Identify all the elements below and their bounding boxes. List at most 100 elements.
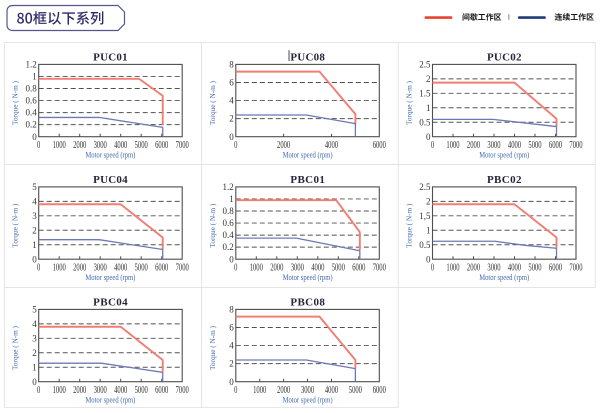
svg-text:6: 6 xyxy=(229,323,234,333)
svg-text:4: 4 xyxy=(32,197,37,207)
svg-text:Motor speed (rpm): Motor speed (rpm) xyxy=(85,151,135,160)
svg-text:Torque ( N-m ): Torque ( N-m ) xyxy=(208,326,217,370)
svg-text:Torque ( N-m ): Torque ( N-m ) xyxy=(208,203,217,247)
svg-text:0: 0 xyxy=(229,254,234,264)
svg-text:4: 4 xyxy=(32,319,37,329)
svg-text:0: 0 xyxy=(431,263,434,274)
svg-text:1000: 1000 xyxy=(446,263,459,274)
svg-text:8: 8 xyxy=(229,305,234,315)
svg-text:1000: 1000 xyxy=(53,385,66,396)
svg-text:1: 1 xyxy=(229,194,234,204)
svg-text:5000: 5000 xyxy=(332,263,345,274)
svg-text:2000: 2000 xyxy=(467,140,480,151)
svg-text:1.5: 1.5 xyxy=(419,88,431,98)
svg-text:3: 3 xyxy=(32,333,37,343)
svg-text:1000: 1000 xyxy=(253,385,266,396)
svg-text:0.2: 0.2 xyxy=(223,242,234,252)
svg-text:4000: 4000 xyxy=(325,140,338,151)
svg-text:0: 0 xyxy=(426,254,431,264)
svg-text:1.2: 1.2 xyxy=(25,60,36,70)
svg-text:Motor speed (rpm): Motor speed (rpm) xyxy=(85,396,135,405)
svg-text:0.4: 0.4 xyxy=(25,108,37,118)
svg-text:7000: 7000 xyxy=(569,140,582,151)
svg-text:3000: 3000 xyxy=(487,263,500,274)
svg-text:8: 8 xyxy=(229,60,234,70)
svg-text:PUC08: PUC08 xyxy=(290,51,325,63)
svg-text:1.2: 1.2 xyxy=(223,182,234,192)
svg-text:0.2: 0.2 xyxy=(25,120,36,130)
svg-text:0: 0 xyxy=(32,132,37,142)
svg-text:5000: 5000 xyxy=(135,140,148,151)
svg-text:3000: 3000 xyxy=(94,385,107,396)
svg-text:0: 0 xyxy=(32,377,37,387)
svg-text:0.8: 0.8 xyxy=(223,206,235,216)
svg-text:2000: 2000 xyxy=(73,385,86,396)
svg-text:2000: 2000 xyxy=(277,140,290,151)
svg-text:5: 5 xyxy=(32,182,37,192)
svg-text:1: 1 xyxy=(426,225,431,235)
svg-text:0: 0 xyxy=(234,385,237,396)
svg-text:6000: 6000 xyxy=(155,385,168,396)
svg-text:4: 4 xyxy=(229,96,234,106)
svg-text:7000: 7000 xyxy=(176,263,189,274)
svg-text:5000: 5000 xyxy=(135,263,148,274)
svg-text:6: 6 xyxy=(229,78,234,88)
svg-text:Motor speed (rpm): Motor speed (rpm) xyxy=(283,151,333,160)
svg-text:1000: 1000 xyxy=(446,140,459,151)
svg-text:6000: 6000 xyxy=(155,263,168,274)
svg-text:0: 0 xyxy=(37,263,40,274)
svg-text:Torque ( N-m ): Torque ( N-m ) xyxy=(405,203,414,247)
svg-text:1000: 1000 xyxy=(250,263,263,274)
svg-text:0: 0 xyxy=(32,254,37,264)
svg-text:2000: 2000 xyxy=(73,263,86,274)
svg-text:7000: 7000 xyxy=(373,263,386,274)
svg-text:7000: 7000 xyxy=(176,385,189,396)
svg-text:PBC08: PBC08 xyxy=(290,296,325,308)
svg-text:2000: 2000 xyxy=(277,385,290,396)
svg-text:4000: 4000 xyxy=(114,263,127,274)
svg-text:1: 1 xyxy=(426,103,431,113)
svg-text:0.5: 0.5 xyxy=(419,117,431,127)
svg-text:0: 0 xyxy=(37,385,40,396)
svg-text:0: 0 xyxy=(431,140,434,151)
svg-text:6000: 6000 xyxy=(549,140,562,151)
svg-text:2: 2 xyxy=(32,348,37,358)
svg-text:4000: 4000 xyxy=(508,263,521,274)
svg-text:5000: 5000 xyxy=(528,140,541,151)
svg-text:1000: 1000 xyxy=(53,140,66,151)
svg-text:5: 5 xyxy=(32,305,37,315)
svg-text:4000: 4000 xyxy=(325,385,338,396)
svg-text:PUC02: PUC02 xyxy=(487,51,522,63)
svg-text:2: 2 xyxy=(229,114,234,124)
svg-text:2: 2 xyxy=(426,74,431,84)
svg-text:1: 1 xyxy=(32,362,37,372)
svg-text:3000: 3000 xyxy=(94,263,107,274)
svg-text:Torque ( N-m ): Torque ( N-m ) xyxy=(11,81,20,125)
svg-text:7000: 7000 xyxy=(176,140,189,151)
svg-text:2000: 2000 xyxy=(73,140,86,151)
svg-text:1: 1 xyxy=(32,240,37,250)
svg-text:2000: 2000 xyxy=(270,263,283,274)
svg-text:0.8: 0.8 xyxy=(25,84,37,94)
svg-text:PBC01: PBC01 xyxy=(290,174,325,186)
svg-text:Torque ( N-m ): Torque ( N-m ) xyxy=(208,81,217,125)
svg-text:6000: 6000 xyxy=(155,140,168,151)
svg-text:3000: 3000 xyxy=(301,385,314,396)
svg-text:1000: 1000 xyxy=(53,263,66,274)
svg-text:6000: 6000 xyxy=(549,263,562,274)
svg-text:2.5: 2.5 xyxy=(419,182,431,192)
svg-text:Motor speed (rpm): Motor speed (rpm) xyxy=(283,273,333,282)
svg-text:0.4: 0.4 xyxy=(223,230,235,240)
svg-text:5000: 5000 xyxy=(135,385,148,396)
svg-text:Motor speed (rpm): Motor speed (rpm) xyxy=(283,396,333,405)
svg-text:0: 0 xyxy=(229,132,234,142)
svg-text:4000: 4000 xyxy=(114,385,127,396)
svg-text:Motor speed (rpm): Motor speed (rpm) xyxy=(479,151,529,160)
svg-text:0: 0 xyxy=(37,140,40,151)
svg-text:0: 0 xyxy=(234,263,237,274)
svg-text:6000: 6000 xyxy=(373,385,386,396)
svg-text:6000: 6000 xyxy=(352,263,365,274)
svg-text:3000: 3000 xyxy=(291,263,304,274)
svg-text:PBC04: PBC04 xyxy=(93,296,128,308)
svg-text:0: 0 xyxy=(426,132,431,142)
